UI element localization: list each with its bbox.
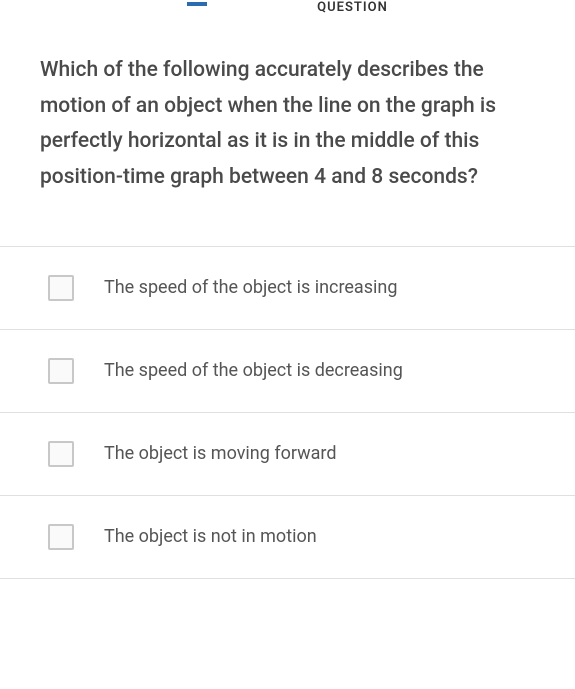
option-row[interactable]: The object is not in motion xyxy=(0,495,575,579)
checkbox[interactable] xyxy=(48,275,74,301)
checkbox[interactable] xyxy=(48,441,74,467)
question-type-header: QUESTION xyxy=(0,0,575,23)
option-label: The speed of the object is decreasing xyxy=(104,360,403,381)
option-label: The object is moving forward xyxy=(104,443,337,464)
options-list: The speed of the object is increasing Th… xyxy=(0,246,575,579)
header-text: QUESTION xyxy=(317,0,388,15)
option-row[interactable]: The speed of the object is decreasing xyxy=(0,329,575,412)
checkbox[interactable] xyxy=(48,358,74,384)
progress-indicator xyxy=(187,2,207,6)
question-text: Which of the following accurately descri… xyxy=(0,23,575,246)
option-row[interactable]: The object is moving forward xyxy=(0,412,575,495)
checkbox[interactable] xyxy=(48,524,74,550)
option-label: The speed of the object is increasing xyxy=(104,277,397,298)
option-row[interactable]: The speed of the object is increasing xyxy=(0,246,575,329)
option-label: The object is not in motion xyxy=(104,526,317,547)
quiz-container: QUESTION Which of the following accurate… xyxy=(0,0,575,689)
